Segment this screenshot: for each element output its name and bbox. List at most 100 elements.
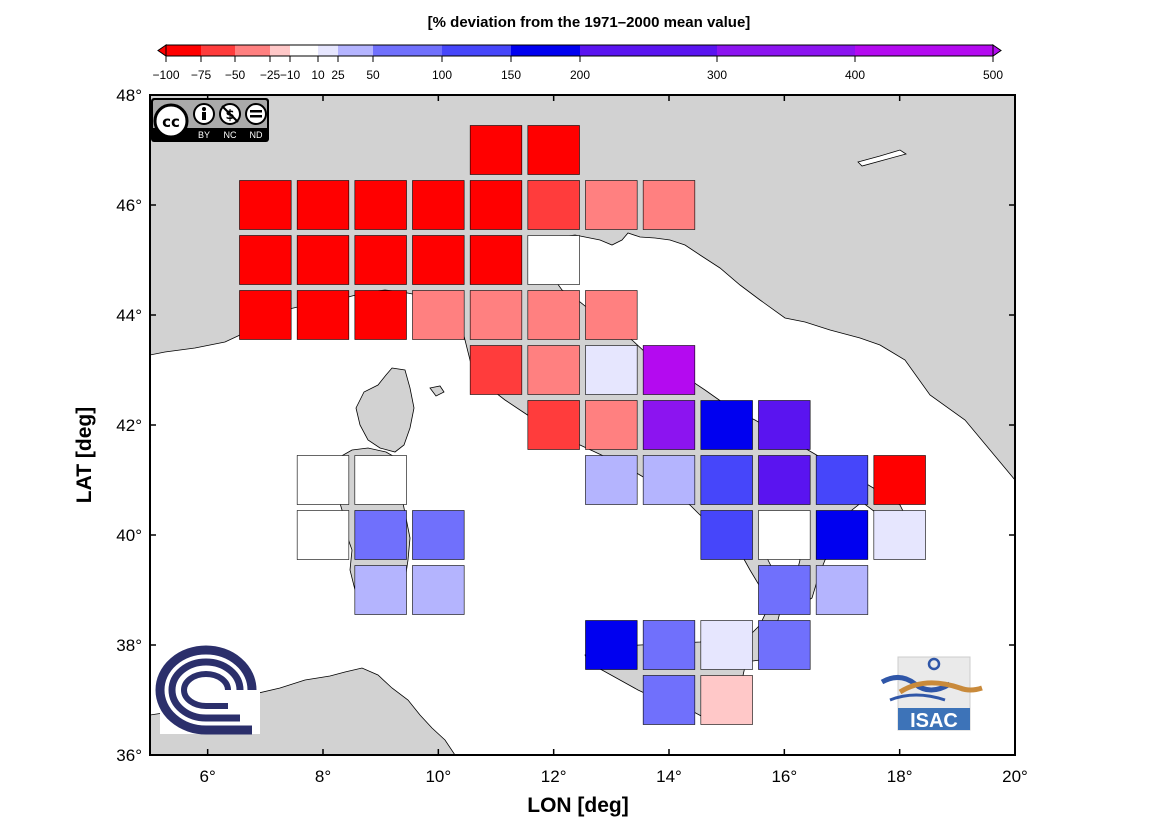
colorbar-tick-label: −75 (191, 68, 212, 82)
anomaly-cell (354, 455, 407, 505)
land-lake-balaton (857, 149, 907, 167)
anomaly-cell (700, 455, 753, 505)
license-label-nd: ND (250, 130, 263, 140)
x-tick-label: 14° (656, 767, 682, 786)
y-axis-title: LAT [deg] (73, 407, 96, 503)
anomaly-cell (296, 510, 350, 560)
cc-icon (153, 103, 189, 139)
colorbar-tick-label: 400 (845, 68, 865, 82)
anomaly-cell (585, 620, 638, 670)
axis-ticks: 6° 8° 10° 12° 14° 16° 18° 20° 36° 38° 40° 42° 44° 46°… (116, 86, 1028, 786)
anomaly-cell (527, 235, 580, 285)
anomaly-cell (758, 455, 811, 505)
colorbar-arrow-left (157, 44, 167, 57)
anomaly-cell (354, 510, 407, 560)
colorbar-tick-label: 200 (570, 68, 590, 82)
x-tick-label: 18° (887, 767, 913, 786)
y-tick-label: 38° (116, 636, 142, 655)
x-tick-label: 16° (771, 767, 797, 786)
anomaly-cell (239, 235, 292, 285)
colorbar-tick-label: 500 (983, 68, 1003, 82)
anomaly-cell (412, 565, 465, 615)
anomaly-cell (642, 675, 696, 725)
anomaly-cell (469, 290, 523, 340)
colorbar-tick-label: 100 (432, 68, 452, 82)
colorbar-swatch (290, 45, 318, 56)
colorbar-tick-label: −100 (152, 68, 179, 82)
colorbar-label: [% deviation from the 1971–2000 mean val… (428, 14, 751, 31)
x-tick-label: 10° (425, 767, 451, 786)
anomaly-cell (642, 400, 696, 450)
license-label-by: BY (198, 130, 210, 140)
colorbar-tick-label: 150 (501, 68, 521, 82)
anomaly-cell (412, 235, 465, 285)
anomaly-cell (585, 345, 638, 395)
anomaly-cells (239, 125, 926, 725)
anomaly-cell (642, 455, 696, 505)
anomaly-cell (354, 290, 407, 340)
colorbar-swatch (511, 45, 580, 56)
colorbar-swatch (855, 45, 993, 56)
svg-text:$: $ (225, 108, 234, 123)
anomaly-cell (642, 345, 696, 395)
anomaly-cell (585, 290, 638, 340)
land-elba (429, 385, 445, 397)
anomaly-cell (527, 180, 580, 230)
anomaly-cell (758, 400, 811, 450)
map-panel: 6° 8° 10° 12° 14° 16° 18° 20° 36° 38° 40° 42° 44° 46°… (116, 86, 1028, 786)
colorbar-tick-label: 300 (707, 68, 727, 82)
anomaly-cell (527, 290, 580, 340)
y-tick-label: 48° (116, 86, 142, 105)
anomaly-cell (469, 125, 523, 175)
colorbar-swatch (270, 45, 290, 56)
anomaly-cell (642, 180, 696, 230)
y-tick-label: 44° (116, 306, 142, 325)
anomaly-cell (469, 235, 523, 285)
anomaly-cell (873, 510, 926, 560)
colorbar-tick-label: 10 (311, 68, 325, 82)
anomaly-cell (469, 180, 523, 230)
land-corsica (355, 367, 415, 453)
anomaly-cell (239, 290, 292, 340)
anomaly-cell (527, 400, 580, 450)
colorbar-swatch (166, 45, 201, 56)
colorbar-swatch (318, 45, 338, 56)
colorbar-swatch (338, 45, 373, 56)
colorbar-swatch (373, 45, 442, 56)
colorbar-tick-label: 50 (366, 68, 380, 82)
y-tick-label: 40° (116, 526, 142, 545)
anomaly-cell (700, 675, 753, 725)
colorbar-tick-label: −50 (225, 68, 246, 82)
anomaly-cell (354, 565, 407, 615)
anomaly-cell (354, 235, 407, 285)
anomaly-cell (758, 510, 811, 560)
anomaly-cell (815, 565, 869, 615)
y-tick-label: 36° (116, 746, 142, 765)
colorbar-arrow-right (992, 44, 1002, 57)
anomaly-cell (700, 510, 753, 560)
anomaly-cell (412, 290, 465, 340)
anomaly-cell (469, 345, 523, 395)
cc-icon-text: cc (162, 113, 180, 131)
anomaly-cell (700, 620, 753, 670)
anomaly-cell (815, 455, 869, 505)
nd-icon (245, 103, 267, 125)
colorbar-tick-label: −25 (260, 68, 281, 82)
colorbar-swatch (201, 45, 235, 56)
license-label-nc: NC (224, 130, 237, 140)
x-tick-label: 8° (315, 767, 331, 786)
colorbar: [% deviation from the 1971–2000 mean val… (152, 14, 1003, 82)
y-tick-label: 46° (116, 196, 142, 215)
cnr-logo (155, 645, 260, 735)
anomaly-cell (758, 620, 811, 670)
anomaly-cell (873, 455, 926, 505)
isac-logo-text: ISAC (910, 710, 958, 732)
anomaly-cell (354, 180, 407, 230)
anomaly-cell (412, 180, 465, 230)
anomaly-cell (700, 400, 753, 450)
isac-logo: ISAC (880, 656, 983, 732)
anomaly-cell (758, 565, 811, 615)
colorbar-tick-label: 25 (331, 68, 345, 82)
x-tick-label: 12° (541, 767, 567, 786)
